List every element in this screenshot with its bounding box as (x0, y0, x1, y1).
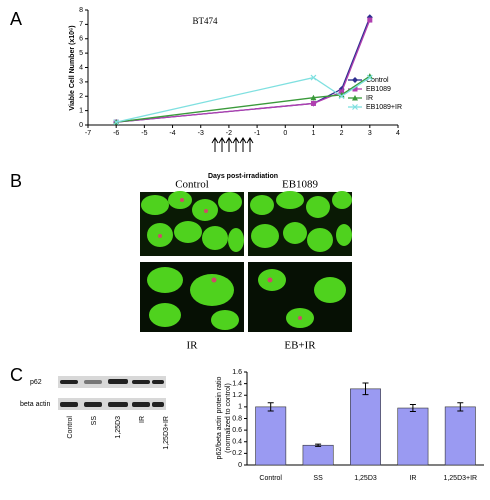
y-tick-label: 1.4 (232, 380, 242, 387)
marker (338, 93, 345, 100)
panel-label: B (10, 171, 22, 191)
micrographs (140, 191, 352, 332)
y-tick-label: 8 (79, 7, 83, 14)
y-tick-label: 1 (238, 404, 242, 411)
y-tick-label: 5 (79, 50, 83, 57)
y-tick-label: 1 (79, 107, 83, 114)
bar (444, 406, 476, 466)
error-bar (267, 402, 274, 412)
y-axis-label: (normalized to control) (225, 383, 232, 453)
legend-marker (352, 95, 358, 101)
chart-title: BT474 (192, 16, 218, 26)
blot-row-label: beta actin (20, 401, 50, 408)
marker (310, 74, 317, 81)
micrograph-label: IR (187, 340, 199, 352)
y-tick-label: 2 (79, 93, 83, 100)
blot-lane-label: SS (91, 416, 98, 426)
x-tick-label: -5 (141, 130, 147, 137)
x-tick-label: 1 (312, 130, 316, 137)
y-axis-label: Viable Cell Number (x10⁶) (69, 25, 76, 110)
y-tick-label: 4 (79, 64, 83, 71)
y-tick-label: 3 (79, 79, 83, 86)
x-tick-label: 4 (396, 130, 400, 137)
x-tick-label: Control (259, 475, 282, 482)
blot-lane-label: 1,25D3 (115, 416, 122, 439)
bar (255, 406, 287, 466)
blot-lane-label: IR (139, 416, 146, 423)
series-line (116, 76, 371, 123)
y-tick-label: 1.2 (232, 392, 242, 399)
bar (397, 407, 429, 466)
marker (367, 17, 373, 23)
x-tick-label: 3 (368, 130, 372, 137)
series-line (116, 19, 371, 123)
error-bar (409, 404, 416, 413)
x-tick-label: -7 (85, 130, 91, 137)
micrograph-label: EB+IR (284, 340, 316, 352)
x-tick-label: IR (409, 475, 416, 482)
series-line (116, 75, 371, 123)
marker (366, 73, 373, 79)
panel-label: C (10, 365, 23, 385)
x-tick-label: -1 (254, 130, 260, 137)
x-tick-label: 0 (283, 130, 287, 137)
blot-row-label: p62 (30, 379, 42, 386)
y-tick-label: 1.6 (232, 369, 242, 376)
y-tick-label: 0 (238, 462, 242, 469)
y-tick-label: 0.6 (232, 427, 242, 434)
x-axis-label: Days post-irradiation (208, 173, 278, 180)
y-axis-label: p62/beta actin protein ratio (216, 376, 223, 459)
bar (350, 388, 381, 466)
marker (366, 74, 373, 81)
legend-marker (352, 86, 358, 92)
panel-label: A (10, 9, 22, 29)
blot (58, 376, 166, 410)
x-tick-label: 2 (340, 130, 344, 137)
x-tick-label: SS (313, 475, 323, 482)
y-tick-label: 6 (79, 36, 83, 43)
micrograph-label: EB1089 (282, 179, 319, 191)
blot-lane-label: Control (67, 416, 74, 439)
y-tick-label: 0.2 (232, 450, 242, 457)
x-tick-label: -4 (169, 130, 175, 137)
legend-label: EB1089 (366, 86, 391, 93)
error-bar (457, 402, 464, 412)
micrograph-label: Control (175, 179, 209, 191)
legend-label: Control (366, 77, 389, 84)
blot-lane-label: 1,25D3+IR (163, 416, 170, 450)
legend-label: IR (366, 95, 373, 102)
irradiation-arrows (211, 137, 254, 152)
marker (310, 100, 316, 106)
x-tick-label: -2 (226, 130, 232, 137)
x-tick-label: -6 (113, 130, 119, 137)
marker (113, 119, 120, 126)
y-tick-label: 0.8 (232, 415, 242, 422)
legend-marker (352, 104, 358, 110)
bar (302, 444, 334, 466)
legend-marker (352, 77, 358, 83)
y-tick-label: 0.4 (232, 439, 242, 446)
error-bar (362, 382, 369, 396)
y-tick-label: 0 (79, 122, 83, 129)
legend-label: EB1089+IR (366, 104, 402, 111)
error-bar (315, 443, 322, 447)
x-tick-label: -3 (198, 130, 204, 137)
x-tick-label: 1,25D3 (354, 475, 377, 482)
marker (310, 94, 317, 101)
x-tick-label: 1,25D3+IR (443, 475, 477, 482)
y-tick-label: 7 (79, 21, 83, 28)
